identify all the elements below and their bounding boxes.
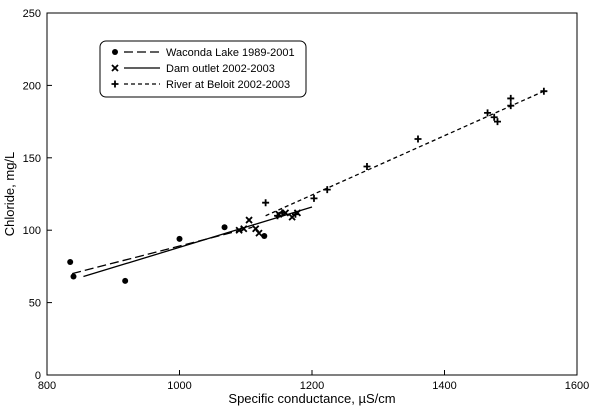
- y-tick-label: 50: [29, 298, 41, 310]
- data-point: [490, 113, 498, 121]
- data-point: [494, 118, 501, 126]
- trend-line: [265, 90, 545, 217]
- data-point: [507, 94, 515, 102]
- data-point: [176, 235, 183, 242]
- legend-label: Waconda Lake 1989-2001: [166, 47, 295, 59]
- data-point: [484, 109, 492, 117]
- y-tick-label: 250: [23, 8, 41, 20]
- trend-line: [72, 226, 253, 275]
- data-point: [540, 87, 548, 95]
- data-point: [235, 226, 243, 234]
- x-axis-title: Specific conductance, µS/cm: [228, 391, 395, 406]
- y-tick-label: 0: [35, 370, 41, 382]
- data-point: [262, 199, 270, 207]
- legend-marker: [111, 64, 119, 72]
- y-axis-title: Chloride, mg/L: [2, 152, 17, 237]
- data-point: [278, 209, 286, 217]
- data-point: [67, 259, 74, 266]
- legend-marker: [112, 49, 118, 55]
- legend-box: [99, 40, 307, 98]
- y-tick-label: 150: [23, 153, 41, 165]
- legend-label: Dam outlet 2002-2003: [166, 63, 275, 75]
- trend-lines: [72, 90, 545, 278]
- data-point: [255, 229, 263, 237]
- data-point: [274, 212, 282, 220]
- data-point: [310, 194, 318, 202]
- y-tick-label: 100: [23, 225, 41, 237]
- data-point: [261, 232, 268, 239]
- legend-marker: [111, 80, 119, 88]
- x-tick-label: 1600: [565, 380, 589, 392]
- data-point: [70, 273, 77, 280]
- data-point: [363, 162, 371, 170]
- axis-ticks: 800 1000 1200 1400 1600 0 50 100 150 200 250: [23, 8, 590, 392]
- data-point: [240, 225, 248, 233]
- data-point: [291, 210, 299, 218]
- data-point: [414, 135, 422, 143]
- x-tick-label: 1000: [167, 380, 191, 392]
- trend-line: [83, 206, 313, 278]
- legend: Waconda Lake 1989-2001 Dam outlet 2002-20…: [99, 40, 307, 98]
- x-tick-label: 1200: [300, 380, 324, 392]
- data-point: [122, 277, 129, 284]
- data-point: [507, 102, 515, 110]
- data-point: [221, 224, 228, 231]
- y-tick-label: 200: [23, 80, 41, 92]
- data-point: [323, 186, 331, 194]
- x-tick-label: 1400: [432, 380, 456, 392]
- data-points: [67, 87, 548, 284]
- legend-label: River at Beloit 2002-2003: [166, 79, 290, 91]
- x-tick-label: 800: [38, 380, 56, 392]
- data-point: [245, 216, 253, 224]
